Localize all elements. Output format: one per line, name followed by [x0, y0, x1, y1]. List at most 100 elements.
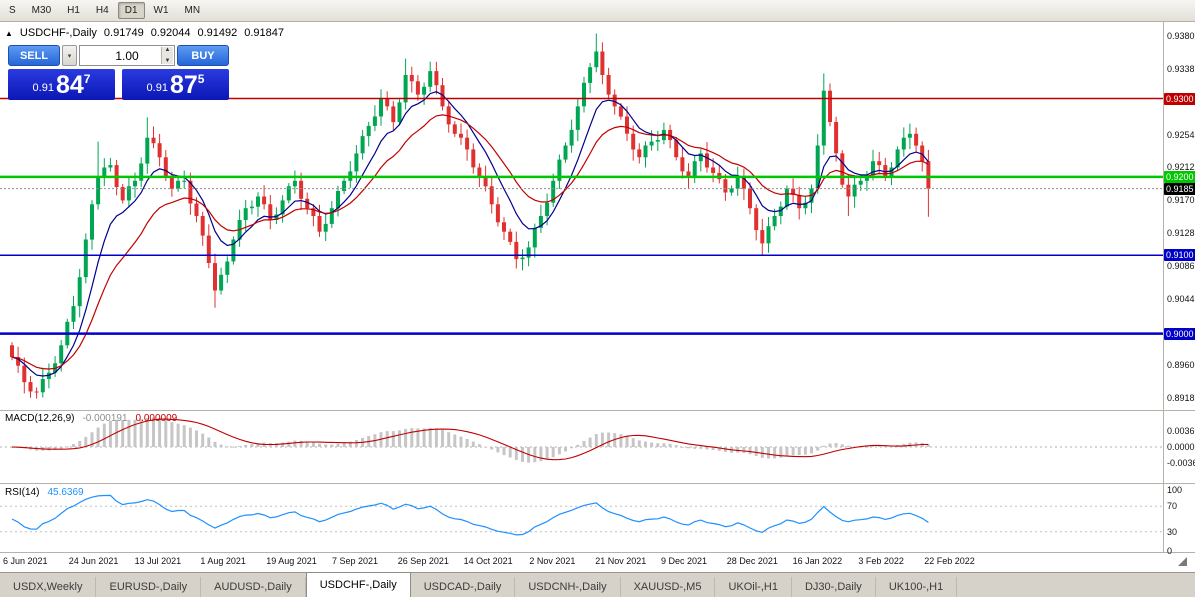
macd-histogram-bar [256, 443, 260, 447]
rsi-value: 45.6369 [47, 487, 84, 498]
candle-body [151, 137, 156, 144]
candle-body [169, 176, 174, 189]
bid-prefix: 0.91 [32, 82, 54, 94]
candle-body [631, 133, 636, 150]
candle-body [920, 145, 925, 162]
symbol-tab-eurusddaily[interactable]: EURUSD-,Daily [96, 577, 202, 597]
macd-histogram-bar [810, 447, 813, 454]
macd-histogram-bar [785, 447, 789, 457]
candle-body [256, 196, 260, 207]
candle-body [372, 116, 377, 126]
macd-histogram-bar [803, 447, 807, 455]
chevron-down-icon: ▾ [67, 52, 72, 60]
macd-histogram-bar [865, 446, 869, 448]
rsi-header: RSI(14) 45.6369 [5, 487, 84, 498]
candle-body [538, 216, 543, 228]
timeframe-button-h4[interactable]: H4 [95, 5, 109, 16]
candle-body [748, 188, 752, 209]
rsi-title: RSI(14) [5, 487, 40, 498]
macd-histogram-bar [687, 447, 690, 449]
symbol-tab-ukoilh1[interactable]: UKOil-,H1 [715, 577, 792, 597]
bid-price-box[interactable]: 0.91 84 7 [8, 69, 115, 100]
candle-body [262, 196, 267, 205]
macd-histogram-bar [600, 432, 604, 447]
timeframe-button-d1[interactable]: D1 [117, 2, 145, 19]
buy-button[interactable]: BUY [177, 45, 229, 66]
candle-body [545, 202, 550, 216]
candle-body [231, 239, 236, 262]
macd-histogram-bar [78, 440, 82, 447]
candle-body [96, 176, 101, 205]
candle-body [139, 163, 144, 181]
symbol-tab-usdcaddaily[interactable]: USDCAD-,Daily [411, 577, 516, 597]
macd-histogram-bar [484, 446, 488, 448]
candle-body [612, 94, 617, 107]
volume-dropdown-button[interactable]: ▾ [62, 45, 77, 66]
candle-body [618, 106, 623, 117]
symbol-tab-uk100h1[interactable]: UK100-,H1 [876, 577, 958, 597]
candle-body [360, 136, 365, 154]
macd-histogram-bar [508, 447, 512, 458]
candle-body [206, 235, 211, 263]
candle-body [803, 202, 808, 209]
candle-body [108, 165, 113, 168]
candle-body [379, 98, 383, 117]
timeframe-button-h1[interactable]: H1 [67, 5, 80, 16]
ask-pip-digit: 5 [197, 72, 205, 86]
ask-price-box[interactable]: 0.91 87 5 [122, 69, 229, 100]
candle-body [434, 71, 439, 86]
candle-body [28, 382, 33, 392]
symbol-tab-audusddaily[interactable]: AUDUSD-,Daily [201, 577, 306, 597]
macd-histogram-bar [90, 432, 94, 447]
rsi-line [11, 494, 929, 536]
macd-histogram-bar [201, 433, 205, 447]
symbol-tab-xauusdm5[interactable]: XAUUSD-,M5 [621, 577, 716, 597]
axis-corner-icon [1178, 557, 1187, 566]
candle-body [600, 51, 605, 75]
candle-body [754, 208, 759, 231]
timeframe-button-s[interactable]: S [9, 5, 16, 16]
symbol-tab-dj30daily[interactable]: DJ30-,Daily [792, 577, 876, 597]
candle-body [877, 161, 882, 166]
macd-histogram-bar [828, 443, 832, 447]
macd-histogram-bar [773, 447, 777, 459]
chart-header: ▲ USDCHF-,Daily 0.91749 0.92044 0.91492 … [5, 27, 284, 39]
spinner-up-icon[interactable]: ▲ [164, 47, 171, 53]
ohlc-high-value: 0.92044 [150, 27, 191, 39]
macd-histogram-bar [231, 446, 235, 448]
spinner-down-icon[interactable]: ▼ [164, 58, 171, 64]
macd-histogram-bar [705, 447, 709, 450]
candle-body [354, 153, 359, 172]
macd-histogram-bar [330, 444, 334, 447]
symbol-tab-usdcnhdaily[interactable]: USDCNH-,Daily [515, 577, 621, 597]
ohlc-open-value: 0.91749 [103, 27, 144, 39]
macd-histogram-bar [434, 428, 438, 447]
timeframe-button-m30[interactable]: M30 [31, 5, 52, 16]
symbol-tab-usdchfdaily[interactable]: USDCHF-,Daily [305, 572, 411, 597]
candle-body [686, 171, 691, 177]
macd-histogram-bar [318, 443, 321, 447]
macd-histogram-bar [195, 430, 198, 447]
candle-body [791, 188, 796, 195]
macd-histogram-bar [139, 419, 143, 447]
collapse-arrow-icon[interactable]: ▲ [5, 28, 13, 38]
candle-body [637, 149, 642, 158]
candle-body [926, 161, 931, 189]
symbol-tab-usdxweekly[interactable]: USDX,Weekly [0, 577, 97, 597]
macd-histogram-bar [723, 447, 727, 453]
macd-histogram-bar [477, 444, 481, 447]
sell-button[interactable]: SELL [8, 45, 60, 66]
candle-body [569, 129, 574, 146]
macd-histogram-bar [742, 447, 746, 454]
candle-body [741, 176, 746, 189]
macd-histogram-bar [551, 447, 555, 458]
volume-spinner[interactable]: ▲ ▼ [161, 47, 173, 64]
volume-field[interactable]: 1.00 ▲ ▼ [79, 45, 175, 66]
macd-histogram-bar [287, 441, 291, 447]
timeframe-button-mn[interactable]: MN [184, 5, 201, 16]
candle-body [852, 184, 857, 197]
timeframe-button-w1[interactable]: W1 [153, 5, 169, 16]
candle-body [815, 145, 820, 189]
macd-histogram-bar [822, 445, 826, 447]
